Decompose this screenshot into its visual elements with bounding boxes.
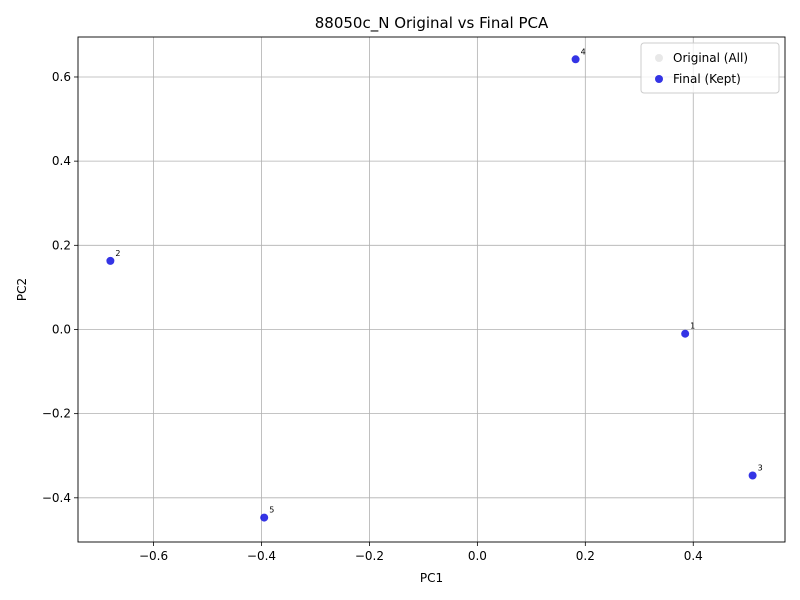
data-point xyxy=(681,329,690,338)
data-point xyxy=(748,471,757,480)
y-tick-label: 0.2 xyxy=(52,238,71,252)
y-tick-label: −0.2 xyxy=(42,407,71,421)
grid xyxy=(78,37,785,542)
y-tick-label: 0.4 xyxy=(52,154,71,168)
x-tick-label: 0.4 xyxy=(684,549,703,563)
legend-box xyxy=(640,42,780,94)
y-tick-label: −0.4 xyxy=(42,491,71,505)
legend-marker-original xyxy=(655,54,663,62)
plot-area xyxy=(77,36,786,543)
legend-marker-final xyxy=(655,75,663,83)
axis-ticks: −0.6 −0.4 −0.2 0.0 0.2 0.4 −0.4 −0.2 0.0 0.2 0.4 0.… xyxy=(42,70,703,563)
point-label: 5 xyxy=(269,506,274,515)
x-tick-label: −0.6 xyxy=(139,549,168,563)
x-tick-label: −0.2 xyxy=(355,549,384,563)
data-points: 1 2 3 4 5 xyxy=(106,47,763,522)
chart-title: 88050c_N Original vs Final PCA xyxy=(315,14,549,33)
y-tick-label: 0.0 xyxy=(52,322,71,336)
y-axis-label: PC2 xyxy=(15,278,29,301)
data-point xyxy=(106,256,115,265)
point-label: 3 xyxy=(758,464,763,473)
point-label: 2 xyxy=(115,249,120,258)
y-tick-label: 0.6 xyxy=(52,70,71,84)
point-label: 1 xyxy=(690,322,695,331)
x-tick-label: −0.4 xyxy=(247,549,276,563)
legend-label-final: Final (Kept) xyxy=(673,72,741,86)
x-axis-label: PC1 xyxy=(420,571,443,585)
legend: Original (All) Final (Kept) xyxy=(640,42,780,94)
legend-label-original: Original (All) xyxy=(673,51,748,65)
x-tick-label: 0.2 xyxy=(576,549,595,563)
data-point xyxy=(260,513,269,522)
data-point xyxy=(571,55,580,64)
point-label: 4 xyxy=(581,47,586,56)
x-tick-label: 0.0 xyxy=(468,549,487,563)
